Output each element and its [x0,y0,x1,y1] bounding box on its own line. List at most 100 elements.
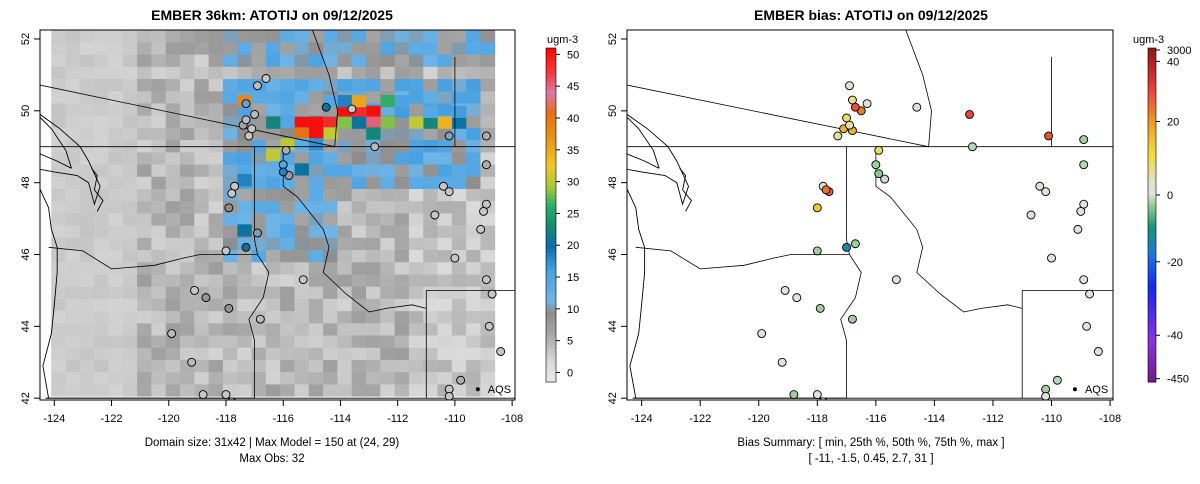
model-cell [79,335,95,348]
model-cell [351,139,367,153]
model-cell [180,54,195,67]
model-cell [394,30,410,43]
model-cell [208,249,224,263]
x-tick-label: -112 [982,413,1003,425]
model-cell [122,213,138,226]
colorbar-segment [546,206,556,212]
model-cell [108,115,124,128]
model-cell [380,188,396,202]
model-cell [265,176,281,189]
model-cell [79,261,95,275]
model-cell [294,359,310,373]
model-cell [480,66,496,80]
aqs-site [444,187,454,197]
model-cell [180,274,195,287]
model-cell [65,298,81,312]
model-cell [451,322,467,336]
state-border [635,246,862,399]
model-cell [180,90,195,104]
colorbar-segment [1148,78,1156,82]
colorbar-tick-label: 0 [567,367,573,379]
model-cell [108,188,124,202]
model-cell [480,103,496,116]
colorbar-segment [1148,215,1156,219]
model-cell [437,310,453,324]
model-cell [151,335,167,348]
model-cell [423,200,438,214]
model-cell [337,274,353,287]
model-cell [394,249,410,263]
colorbar-segment [1148,184,1156,189]
model-cell [280,200,295,214]
colorbar-segment [546,365,556,370]
model-cell [451,213,467,226]
model-cell [108,237,124,251]
model-cell [408,225,424,238]
model-cell [222,66,238,80]
model-cell [366,298,381,312]
model-cell [237,274,252,287]
model-cell [337,249,353,263]
colorbar-segment [1148,371,1156,376]
model-cell [137,213,152,226]
model-cell [394,274,410,287]
model-cell [394,286,410,299]
model-cell [122,115,138,128]
model-cell [366,164,381,177]
model-cell [451,310,467,324]
model-cell [423,335,438,348]
model-cell [337,298,353,312]
model-cell [480,371,496,385]
model-cell [380,359,396,373]
model-cell [337,78,353,92]
model-cell [351,78,367,92]
colorbar-segment [546,110,556,116]
aqs-site [250,109,260,119]
colorbar-segment [1148,158,1156,163]
model-cell [251,274,267,287]
model-cell [466,200,481,214]
model-cell-high [294,116,309,129]
colorbar-segment [546,294,556,299]
colorbar-segment [546,93,556,99]
model-cell [380,54,396,67]
model-cell [151,249,167,263]
model-cell [208,127,224,141]
model-cell [108,78,124,92]
model-cell [208,371,224,385]
model-cell [94,103,109,116]
colorbar-segment [546,373,556,379]
model-cell [394,261,410,275]
model-cell [108,176,124,189]
model-cell [165,90,181,104]
model-cell [79,188,95,202]
model-cell [108,42,124,55]
model-cell [366,249,381,263]
model-cell [180,164,195,177]
model-cell [222,359,238,373]
model-cell [308,103,324,116]
model-cell [323,30,338,43]
puget-sound [679,168,692,212]
model-cell [222,371,238,385]
model-cell [180,249,195,263]
model-cell [51,139,66,153]
colorbar-segment [1148,148,1156,153]
model-cell [366,54,381,67]
model-cell [51,127,66,141]
aqs-site [253,228,262,238]
model-cell [394,151,410,165]
aqs-legend-dot [475,387,480,392]
colorbar-segment [1148,141,1156,146]
model-cell [251,347,267,360]
aqs-site [450,253,460,263]
model-cell [337,335,353,348]
model-cell [437,30,453,31]
model-cell [65,213,81,226]
model-cell [337,322,353,336]
model-cell [51,164,66,177]
model-cell [65,371,81,385]
model-cell [51,371,66,385]
colorbar-segment [1148,164,1156,169]
model-cell [94,347,109,360]
